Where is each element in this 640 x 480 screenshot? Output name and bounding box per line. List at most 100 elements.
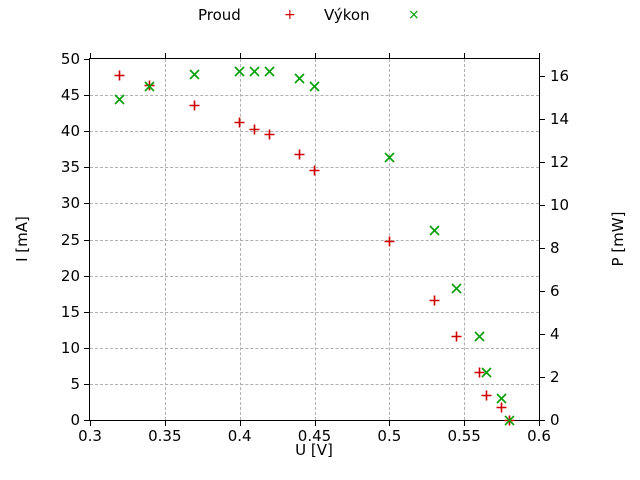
x-axis-tick-label: 0.6: [527, 427, 551, 445]
y-axis-left-tick: [84, 311, 90, 313]
data-point-vykon: [249, 66, 260, 77]
y-axis-left-tick: [84, 95, 90, 97]
data-point-proud: [451, 331, 462, 342]
legend-label-proud: Proud: [198, 6, 241, 24]
data-point-vykon: [474, 331, 485, 342]
legend-plus-icon: +: [284, 7, 296, 23]
y-axis-left-tick-label: 45: [60, 86, 80, 105]
x-axis-tick-top: [314, 53, 316, 59]
data-point-proud: [481, 390, 492, 401]
legend-label-vykon: Výkon: [324, 6, 370, 24]
x-axis-tick: [314, 420, 316, 426]
y-axis-right-tick: [539, 162, 545, 164]
x-axis-tick-top: [539, 53, 540, 59]
y-axis-right-title: P [mW]: [609, 211, 627, 267]
y-axis-left-tick-label: 5: [70, 374, 80, 393]
data-point-proud: [189, 100, 200, 111]
legend-cross-icon: ×: [408, 7, 420, 23]
y-axis-left-tick-label: 20: [60, 266, 80, 285]
plot-inner: 0 5 10 15 20 25 30 35 40 45 50 0 2 4 6 8 10 12 14 16 0.3 0.35…: [61, 50, 569, 445]
data-point-proud: [504, 415, 515, 426]
data-point-vykon: [429, 225, 440, 236]
y-axis-left-tick: [84, 275, 90, 277]
x-axis-tick: [389, 420, 391, 426]
y-axis-left-tick: [84, 203, 90, 205]
legend-entry-proud: Proud +: [198, 4, 296, 26]
y-axis-right-tick: [539, 205, 545, 207]
y-axis-right-tick-label: 16: [550, 67, 570, 86]
y-axis-right-tick: [539, 76, 545, 78]
y-axis-left-tick-label: 0: [70, 411, 80, 429]
y-axis-left-tick-label: 15: [60, 302, 80, 321]
plot-area: 0 5 10 15 20 25 30 35 40 45 50 0 2 4 6 8 10 12 14 16 0.3 0.35…: [61, 50, 569, 445]
x-axis-tick: [164, 420, 166, 426]
x-axis-tick-top: [239, 53, 241, 59]
data-point-proud: [429, 295, 440, 306]
y-axis-left-tick: [84, 347, 90, 349]
data-point-vykon: [264, 66, 275, 77]
gridline-vertical: [314, 59, 316, 420]
legend-entry-vykon: Výkon ×: [324, 4, 420, 26]
y-axis-left-title: I [mA]: [13, 216, 31, 262]
data-point-vykon: [189, 68, 200, 80]
y-axis-left-tick: [84, 420, 90, 421]
x-axis-tick-label: 0.4: [227, 427, 252, 445]
data-point-vykon: [451, 283, 462, 294]
chart-legend: Proud + Výkon ×: [0, 0, 640, 30]
y-axis-left-tick-label: 50: [60, 50, 80, 68]
x-axis-title: U [V]: [295, 441, 333, 459]
x-axis-tick-top: [90, 53, 91, 59]
x-axis-tick-label: 0.55: [447, 427, 481, 445]
y-axis-right-tick: [539, 334, 545, 336]
data-point-proud: [496, 402, 507, 413]
data-point-vykon: [503, 414, 515, 426]
y-axis-left-tick-label: 25: [60, 230, 80, 249]
data-point-proud: [474, 367, 485, 378]
y-axis-right-tick-label: 4: [550, 325, 560, 344]
y-axis-right-tick-label: 6: [550, 282, 560, 301]
y-axis-left-tick-label: 10: [60, 338, 80, 357]
y-axis-left-tick-label: 30: [60, 194, 80, 213]
y-axis-left-tick: [84, 131, 90, 133]
y-axis-right-tick: [539, 119, 545, 121]
x-axis-tick-label: 0.45: [297, 427, 332, 445]
gridline-vertical: [389, 59, 391, 420]
data-point-proud: [144, 80, 155, 91]
x-axis-tick: [90, 420, 91, 426]
y-axis-right-tick: [539, 248, 545, 250]
x-axis-tick: [239, 420, 241, 426]
x-axis-tick-label: 0.3: [78, 427, 102, 445]
gridline-vertical: [239, 59, 241, 420]
data-point-proud: [294, 149, 305, 160]
y-axis-right-tick-label: 14: [550, 110, 570, 129]
y-axis-right-tick-label: 12: [550, 153, 570, 172]
gridline-vertical: [464, 59, 466, 420]
x-axis-tick-label: 0.35: [148, 427, 182, 445]
x-axis-tick-top: [464, 53, 466, 59]
y-axis-left-tick-label: 40: [60, 122, 80, 141]
data-point-vykon: [144, 81, 155, 92]
y-axis-right-tick: [539, 420, 545, 421]
y-axis-right-tick-label: 2: [550, 368, 560, 387]
x-axis-tick: [539, 420, 540, 426]
x-axis-tick-label: 0.5: [377, 427, 402, 445]
data-point-vykon: [481, 367, 492, 378]
x-axis-tick-top: [164, 53, 166, 59]
gridline-vertical: [164, 59, 166, 420]
y-axis-left-tick-label: 35: [60, 158, 80, 177]
y-axis-left-tick: [84, 239, 90, 241]
data-point-vykon: [294, 73, 305, 84]
data-point-vykon: [496, 393, 507, 404]
y-axis-right-tick-label: 10: [550, 196, 570, 215]
y-axis-left-tick: [84, 59, 90, 60]
x-axis-tick-top: [389, 53, 391, 59]
y-axis-right-tick-label: 8: [550, 239, 560, 258]
y-axis-right-tick: [539, 291, 545, 293]
y-axis-right-tick-label: 0: [550, 411, 560, 429]
y-axis-left-tick: [84, 167, 90, 169]
data-point-proud: [114, 70, 125, 81]
y-axis-right-tick: [539, 377, 545, 379]
x-axis-tick: [464, 420, 466, 426]
y-axis-left-tick: [84, 383, 90, 385]
